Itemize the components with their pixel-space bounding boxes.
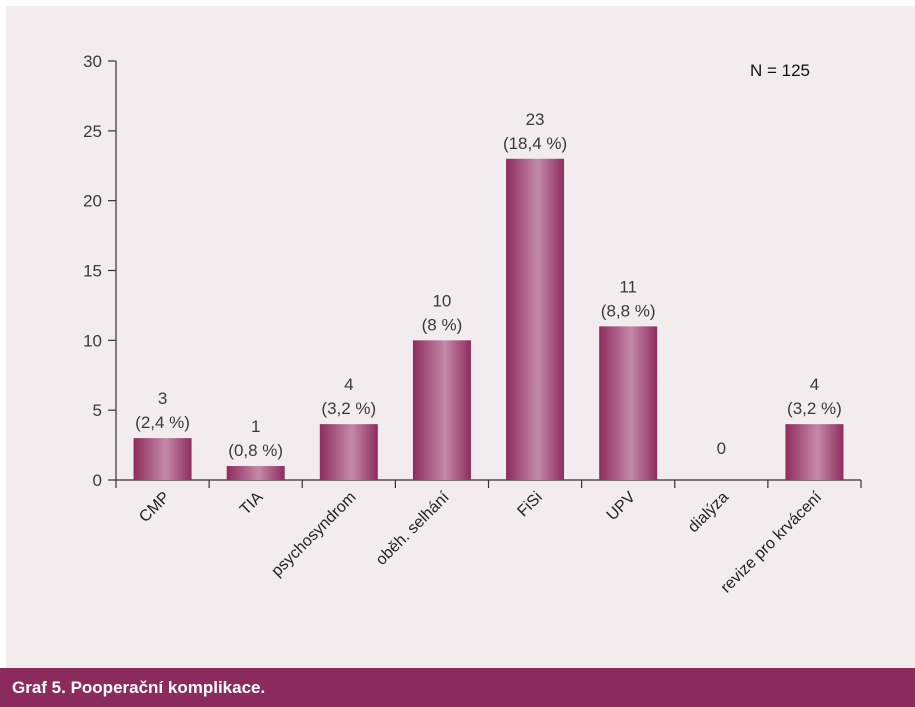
y-tick-label: 0 bbox=[93, 471, 102, 490]
sample-size-annotation: N = 125 bbox=[750, 61, 810, 80]
data-label-count: 1 bbox=[251, 417, 260, 436]
data-label-count: 4 bbox=[344, 375, 353, 394]
bar bbox=[599, 326, 658, 480]
data-label-percent: (3,2 %) bbox=[321, 399, 376, 418]
data-label-count: 0 bbox=[717, 439, 726, 458]
y-tick-label: 10 bbox=[83, 331, 102, 350]
x-tick-label: dialýza bbox=[685, 489, 732, 536]
data-label-percent: (18,4 %) bbox=[503, 134, 567, 153]
x-tick-label: psychosyndrom bbox=[268, 489, 359, 580]
x-tick-label: FiSi bbox=[514, 489, 546, 521]
data-label-count: 10 bbox=[432, 291, 451, 310]
caption-bar: Graf 5. Pooperační komplikace. bbox=[0, 668, 915, 707]
data-label-percent: (3,2 %) bbox=[787, 399, 842, 418]
x-tick-label: oběh. selhání bbox=[373, 488, 453, 568]
data-label-count: 3 bbox=[158, 389, 167, 408]
figure-caption: Graf 5. Pooperační komplikace. bbox=[12, 677, 266, 697]
x-tick-label: revize pro krvácení bbox=[718, 488, 826, 596]
y-tick-label: 5 bbox=[93, 401, 102, 420]
data-label-count: 23 bbox=[526, 110, 545, 129]
chart-panel: 0 5 10 15 20 25 30 CMP TIA psychosyndrom oběh. sel… bbox=[6, 6, 915, 668]
y-tick-label: 30 bbox=[83, 52, 102, 71]
y-tick-label: 15 bbox=[83, 262, 102, 281]
y-tick-label: 20 bbox=[83, 192, 102, 211]
x-tick-label: CMP bbox=[136, 489, 173, 526]
x-tick-label: TIA bbox=[237, 489, 267, 519]
bar bbox=[785, 424, 844, 480]
data-label-count: 4 bbox=[810, 375, 819, 394]
bar bbox=[412, 340, 471, 480]
y-tick-label: 25 bbox=[83, 122, 102, 141]
bar bbox=[506, 158, 565, 480]
x-tick-label: UPV bbox=[604, 489, 640, 525]
bar bbox=[319, 424, 378, 480]
bar bbox=[226, 466, 285, 480]
data-label-percent: (8,8 %) bbox=[601, 301, 656, 320]
bars bbox=[133, 158, 844, 480]
data-label-percent: (8 %) bbox=[422, 315, 463, 334]
data-labels: (2,4 %) 3 (0,8 %) 1 (3,2 %) 4 (8 %) 10 (18,4 %) 2… bbox=[135, 110, 842, 460]
data-label-count: 11 bbox=[619, 277, 637, 296]
data-label-percent: (2,4 %) bbox=[135, 413, 190, 432]
data-label-percent: (0,8 %) bbox=[228, 441, 283, 460]
bar bbox=[133, 438, 192, 480]
